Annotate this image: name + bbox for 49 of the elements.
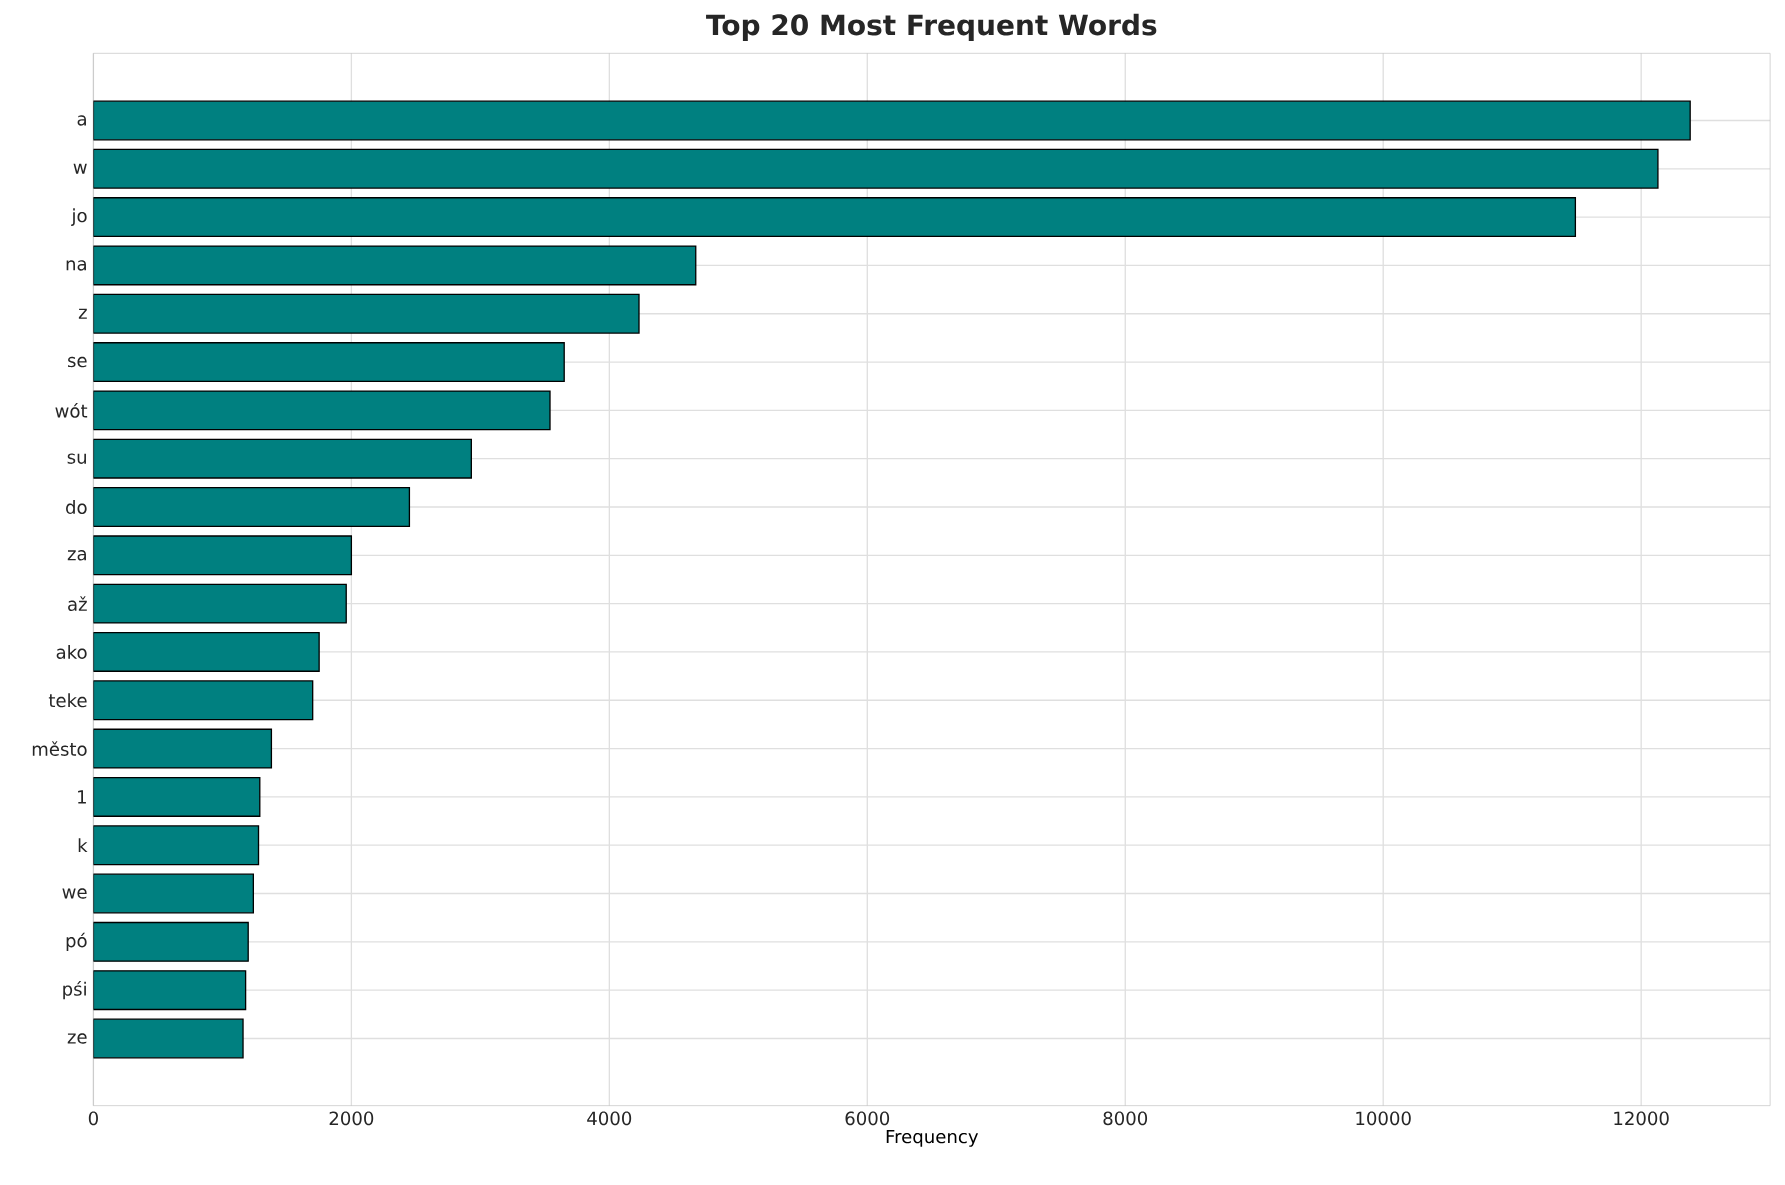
y-tick-label: a bbox=[77, 115, 86, 126]
y-tick-label: do bbox=[66, 499, 87, 515]
bar bbox=[93, 390, 551, 431]
y-tick-label: su bbox=[67, 453, 86, 464]
x-tick-label: 10000 bbox=[1356, 1111, 1411, 1126]
bar bbox=[93, 873, 255, 914]
y-tick-label: se bbox=[68, 356, 87, 368]
y-tick-label: jo bbox=[71, 208, 87, 226]
y-tick-label: 1 bbox=[78, 790, 86, 804]
bar bbox=[93, 583, 347, 624]
y-tick-label: w bbox=[73, 163, 87, 174]
chart-title: Top 20 Most Frequent Words bbox=[706, 13, 1157, 41]
bar bbox=[93, 535, 353, 576]
y-tick-label: město bbox=[32, 741, 87, 756]
bar bbox=[93, 921, 249, 962]
bar bbox=[93, 293, 640, 334]
bar bbox=[93, 1018, 244, 1059]
bar bbox=[93, 970, 247, 1011]
x-tick-label: 12000 bbox=[1614, 1111, 1669, 1126]
bar bbox=[93, 825, 260, 866]
bar bbox=[93, 728, 273, 769]
x-tick-label: 0 bbox=[88, 1111, 98, 1126]
bar bbox=[93, 680, 314, 721]
bar bbox=[93, 197, 1577, 238]
y-tick-label: teke bbox=[48, 693, 87, 708]
y-tick-label: na bbox=[66, 260, 86, 271]
x-axis-title: Frequency bbox=[886, 1129, 979, 1147]
x-tick-label: 8000 bbox=[1103, 1111, 1148, 1126]
y-tick-label: k bbox=[78, 838, 88, 853]
bar bbox=[93, 487, 411, 527]
bar bbox=[93, 631, 320, 672]
bar bbox=[93, 148, 1659, 189]
y-tick-label: pśi bbox=[63, 981, 86, 1000]
bar bbox=[93, 776, 261, 817]
y-tick-label: we bbox=[62, 888, 87, 899]
y-tick-label: za bbox=[67, 550, 86, 561]
y-tick-label: ako bbox=[56, 644, 87, 659]
bar bbox=[93, 100, 1691, 141]
y-tick-label: pó bbox=[66, 932, 87, 951]
y-tick-label: wót bbox=[55, 403, 88, 418]
y-tick-label: ze bbox=[67, 1033, 87, 1044]
x-tick-label: 6000 bbox=[845, 1111, 890, 1126]
bar bbox=[93, 438, 472, 479]
y-tick-label: z bbox=[78, 308, 87, 319]
y-tick-label: až bbox=[68, 596, 87, 612]
x-tick-label: 2000 bbox=[329, 1111, 374, 1126]
bar bbox=[93, 245, 697, 286]
x-tick-label: 4000 bbox=[587, 1111, 632, 1126]
bar bbox=[93, 342, 565, 383]
